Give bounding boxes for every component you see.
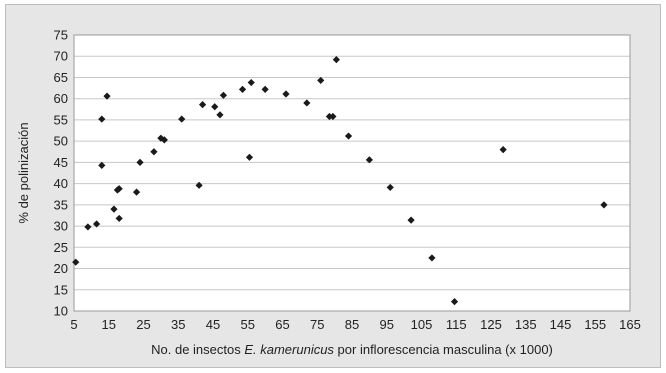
data-point xyxy=(247,78,255,87)
x-tick-label: 15 xyxy=(102,317,116,332)
x-tick-label: 65 xyxy=(275,317,289,332)
x-tick-label: 145 xyxy=(550,317,572,332)
data-point xyxy=(115,185,123,193)
y-tick-label: 25 xyxy=(54,240,68,255)
x-tick-label: 5 xyxy=(70,317,77,332)
plot-border xyxy=(73,34,631,312)
data-point xyxy=(115,214,123,223)
data-point xyxy=(450,298,459,306)
y-tick-label: 50 xyxy=(54,134,68,149)
data-point xyxy=(150,148,158,156)
x-tick-label: 95 xyxy=(380,317,394,332)
data-point xyxy=(245,153,254,161)
y-tick-label: 60 xyxy=(54,91,68,106)
data-point xyxy=(211,103,219,111)
data-point xyxy=(261,85,269,93)
x-tick-label: 45 xyxy=(206,317,220,332)
data-point xyxy=(329,112,337,121)
data-point xyxy=(136,158,144,166)
x-axis-title-part-1: No. de insectos xyxy=(151,342,244,357)
data-point xyxy=(92,220,101,228)
plot-area xyxy=(74,35,630,311)
scatter-chart: 10 15 20 25 30 35 40 45 50 55 60 65 70 75 5 15 25 35 45 55… xyxy=(16,28,641,358)
y-tick-label: 20 xyxy=(54,261,68,276)
data-point xyxy=(132,188,141,196)
data-point xyxy=(282,90,290,98)
x-tick-label: 85 xyxy=(345,317,359,332)
data-point xyxy=(84,223,92,231)
data-point xyxy=(178,115,186,123)
data-point xyxy=(238,85,247,93)
data-point xyxy=(332,56,340,64)
y-tick-label: 70 xyxy=(54,49,68,64)
data-point xyxy=(600,201,608,209)
chart-frame: 10 15 20 25 30 35 40 45 50 55 60 65 70 75 5 15 25 35 45 55… xyxy=(5,4,661,368)
data-point xyxy=(407,216,415,224)
y-tick-label: 45 xyxy=(54,155,68,170)
data-point xyxy=(386,183,394,192)
x-axis-title-species: E. kamerunicus xyxy=(244,342,334,357)
x-tick-labels: 5 15 25 35 45 55 65 75 85 95 105 115 125 135 145 155 165 xyxy=(70,317,640,332)
x-tick-label: 155 xyxy=(584,317,606,332)
x-axis-title: No. de insectos E. kamerunicus por inflo… xyxy=(151,342,553,357)
x-tick-label: 115 xyxy=(446,317,467,332)
x-tick-label: 125 xyxy=(480,317,502,332)
data-point xyxy=(303,99,311,107)
y-tick-label: 10 xyxy=(54,304,68,319)
y-tick-label: 15 xyxy=(54,282,68,297)
y-tick-label: 40 xyxy=(54,176,68,191)
data-point xyxy=(216,111,224,119)
data-point xyxy=(499,146,507,154)
x-tick-label: 25 xyxy=(136,317,150,332)
data-point xyxy=(195,181,203,189)
data-point xyxy=(344,132,353,140)
data-point xyxy=(160,136,168,144)
data-point xyxy=(198,101,207,109)
x-tick-label: 135 xyxy=(515,317,537,332)
data-point xyxy=(219,91,228,99)
y-axis-title: % de polinización xyxy=(16,122,31,223)
data-point xyxy=(98,115,106,123)
y-tick-label: 55 xyxy=(54,112,68,127)
y-tick-label: 65 xyxy=(54,70,68,85)
data-points xyxy=(72,56,608,306)
data-point xyxy=(317,76,325,85)
x-tick-label: 35 xyxy=(171,317,185,332)
data-point xyxy=(98,161,106,169)
x-axis-title-part-2: por inflorescencia masculina (x 1000) xyxy=(334,342,553,357)
y-tick-label: 75 xyxy=(54,28,68,43)
x-tick-label: 75 xyxy=(310,317,324,332)
data-point xyxy=(365,156,373,164)
x-tick-label: 105 xyxy=(411,317,433,332)
x-tick-label: 55 xyxy=(241,317,255,332)
data-point xyxy=(103,92,111,100)
x-tick-label: 165 xyxy=(619,317,641,332)
data-point xyxy=(72,258,80,266)
y-tick-label: 30 xyxy=(54,219,68,234)
y-tick-labels: 10 15 20 25 30 35 40 45 50 55 60 65 70 75 xyxy=(54,28,68,319)
y-tick-label: 35 xyxy=(54,197,68,212)
data-point xyxy=(110,205,118,213)
